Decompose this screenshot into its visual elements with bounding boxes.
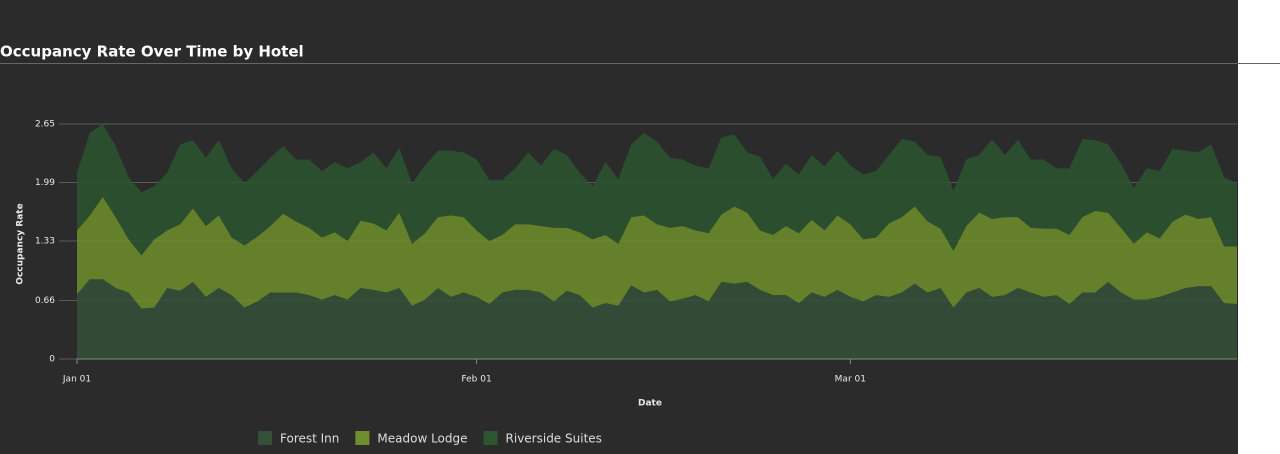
y-axis-title: Occupancy Rate	[16, 203, 26, 284]
y-tick-label: 1.33	[35, 237, 55, 247]
legend-swatch	[355, 431, 370, 445]
area	[77, 196, 1237, 309]
x-axis-title: Date	[638, 399, 662, 409]
legend-swatch	[258, 431, 272, 445]
x-tick-label: Mar 01	[835, 375, 866, 385]
y-tick-label: 0	[49, 355, 55, 365]
legend-swatch	[483, 431, 498, 445]
x-tick-label: Jan 01	[62, 375, 91, 385]
legend-label: Meadow Lodge	[377, 432, 467, 446]
legend-label: Riverside Suites	[506, 432, 602, 446]
chart-title: Occupancy Rate Over Time by Hotel	[0, 43, 304, 61]
legend-label: Forest Inn	[280, 432, 339, 446]
area	[77, 279, 1237, 359]
y-tick-label: 1.99	[35, 178, 55, 188]
y-tick-label: 2.65	[35, 120, 55, 130]
x-tick-label: Feb 01	[461, 375, 491, 385]
area	[77, 124, 1237, 256]
y-tick-label: 0.66	[35, 296, 55, 306]
